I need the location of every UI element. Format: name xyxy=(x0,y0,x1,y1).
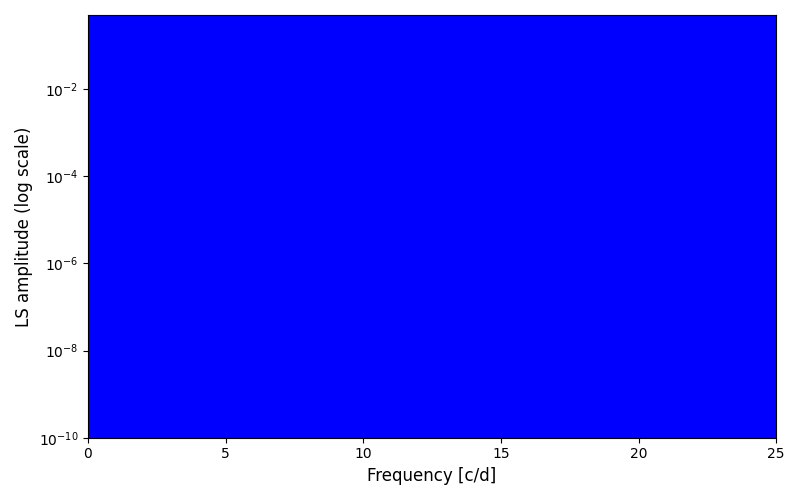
Y-axis label: LS amplitude (log scale): LS amplitude (log scale) xyxy=(15,126,33,326)
X-axis label: Frequency [c/d]: Frequency [c/d] xyxy=(367,467,497,485)
